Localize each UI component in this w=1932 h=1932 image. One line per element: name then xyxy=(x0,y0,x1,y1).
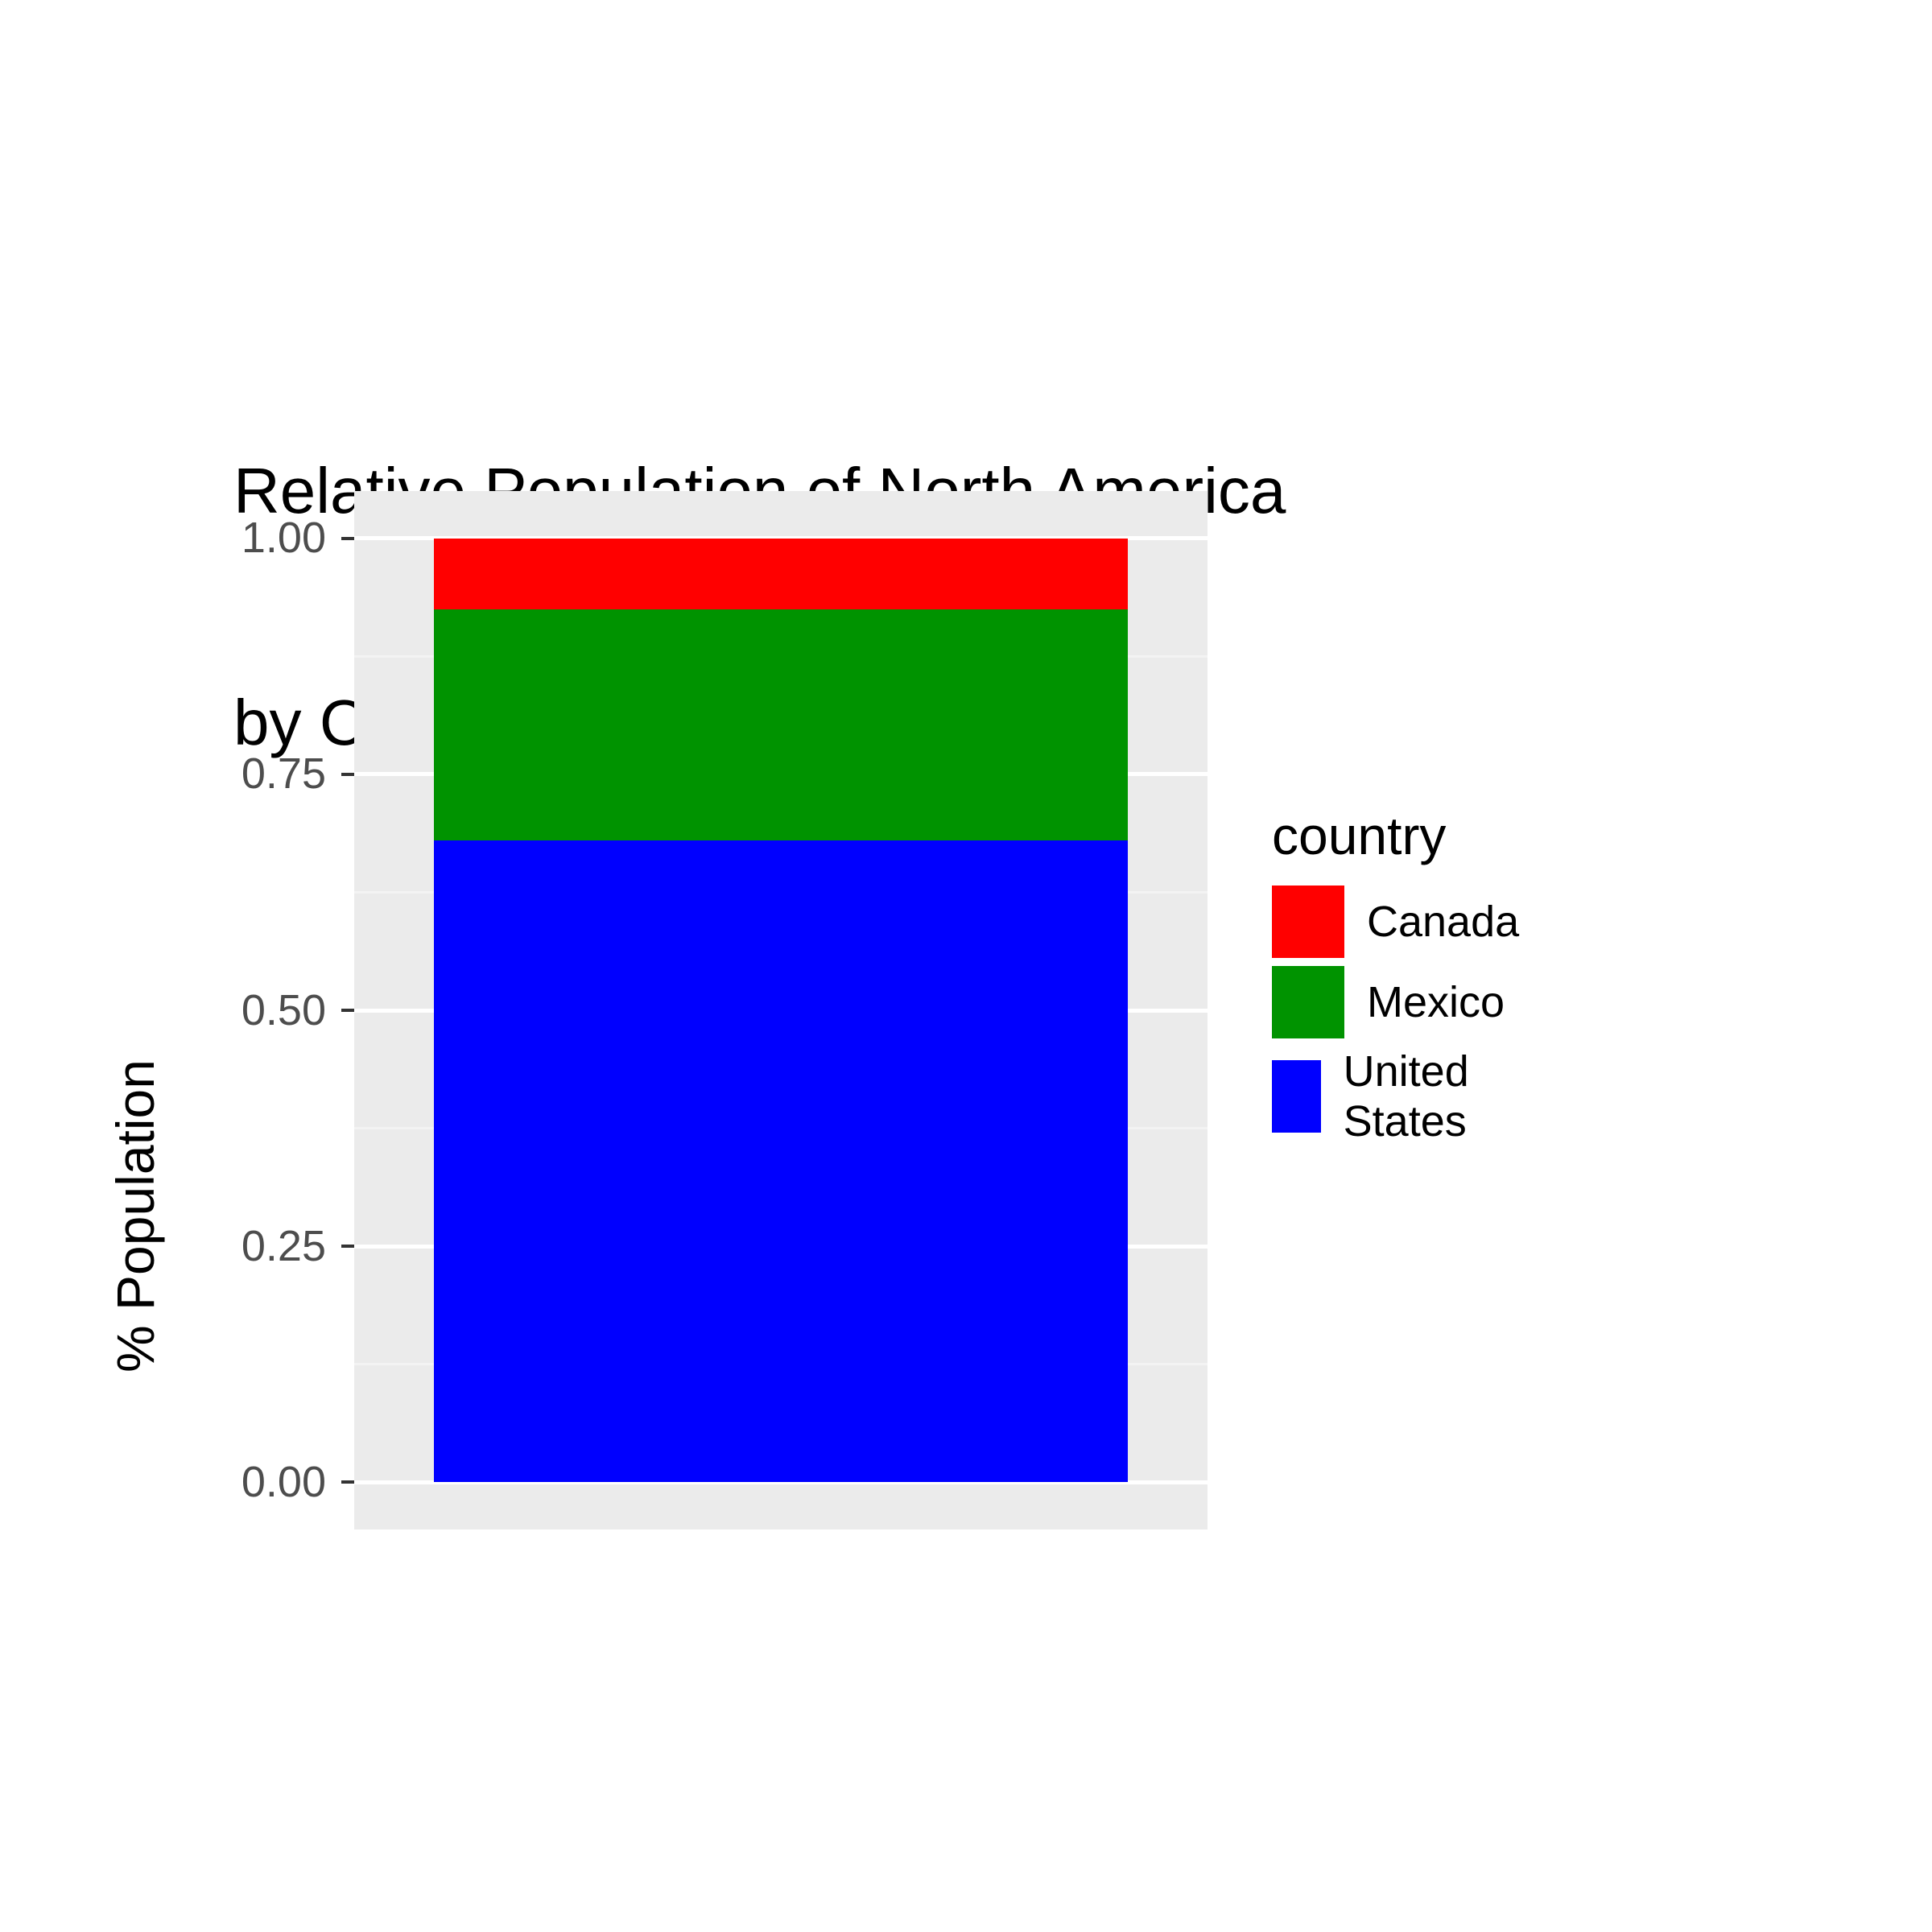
legend: country Canada Mexico United States xyxy=(1272,805,1519,1154)
y-tick-label: 0.75 xyxy=(181,749,326,799)
y-axis-label: % Population xyxy=(105,1059,166,1373)
bar-segment xyxy=(434,609,1129,840)
legend-item: Mexico xyxy=(1272,966,1519,1038)
y-tick-label: 0.25 xyxy=(181,1221,326,1271)
legend-item-label: Canada xyxy=(1367,897,1519,947)
y-tick-label: 0.00 xyxy=(181,1457,326,1507)
y-tick-label: 1.00 xyxy=(181,513,326,563)
legend-swatch-fill xyxy=(1272,886,1344,958)
legend-swatch xyxy=(1272,966,1344,1038)
y-tick-mark xyxy=(341,1245,354,1248)
bar-segment xyxy=(434,539,1129,609)
legend-item-label: United States xyxy=(1344,1046,1520,1146)
bar-segment xyxy=(434,840,1129,1482)
y-tick-mark xyxy=(341,1480,354,1484)
legend-swatch xyxy=(1272,886,1344,958)
y-tick-label: 0.50 xyxy=(181,985,326,1035)
y-tick-mark xyxy=(341,537,354,540)
legend-swatch xyxy=(1272,1060,1321,1133)
y-tick-mark xyxy=(341,1009,354,1012)
legend-item: Canada xyxy=(1272,886,1519,958)
legend-item: United States xyxy=(1272,1046,1519,1146)
legend-title: country xyxy=(1272,805,1519,866)
legend-item-label: Mexico xyxy=(1367,977,1505,1027)
plot-panel xyxy=(354,491,1208,1530)
y-tick-mark xyxy=(341,773,354,776)
legend-items: Canada Mexico United States xyxy=(1272,886,1519,1146)
legend-swatch-fill xyxy=(1272,1060,1321,1133)
legend-swatch-fill xyxy=(1272,966,1344,1038)
